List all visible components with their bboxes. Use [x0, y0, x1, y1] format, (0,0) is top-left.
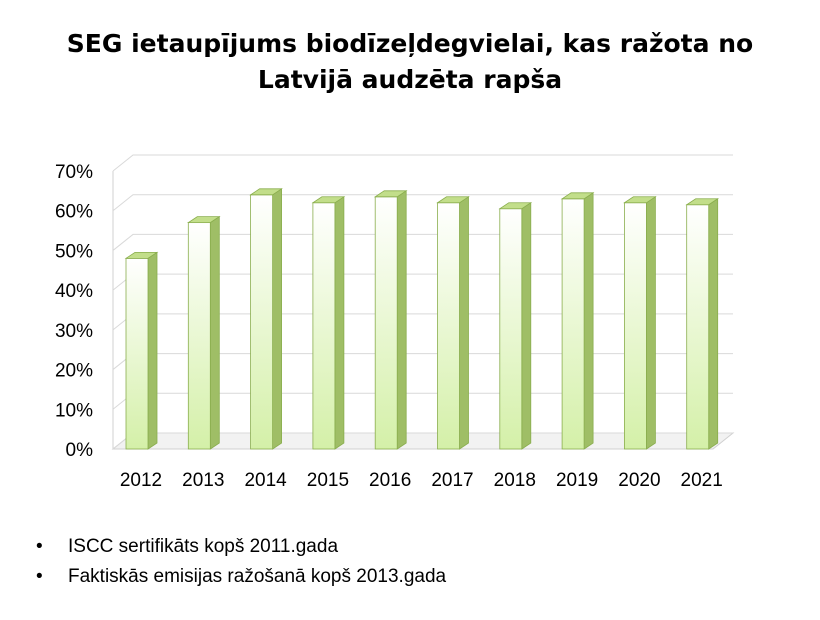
bullet-item: • ISCC sertifikāts kopš 2011.gada [30, 532, 446, 562]
y-axis-tick-label: 40% [55, 281, 93, 302]
slide-title-line-2: Latvijā audzēta rapša [257, 65, 563, 94]
bar-side [521, 201, 532, 450]
bar-top [436, 196, 470, 204]
y-axis-tick-label: 10% [55, 400, 93, 421]
chart-gridline [112, 233, 733, 251]
bar-side [459, 196, 469, 450]
slide-title: SEG ietaupījums biodīzeļdegvielai, kas r… [0, 26, 820, 98]
bar-2018 [498, 201, 533, 450]
bar-2012 [124, 251, 159, 450]
bullet-dot: • [36, 536, 43, 557]
x-axis-tick-labels: 2012 2013 2014 2015 2016 2017 2018 2019 2020 2021 [120, 470, 723, 491]
bar-side [147, 251, 158, 450]
bar-top [560, 192, 595, 200]
bar-side [396, 190, 407, 450]
bar-2015 [311, 196, 346, 450]
bar-front [374, 196, 398, 450]
bar-side [583, 192, 594, 450]
bar-front [624, 202, 647, 450]
x-axis-tick-label: 2013 [182, 470, 224, 491]
bullet-list: • ISCC sertifikāts kopš 2011.gada • Faktisk… [30, 532, 446, 592]
y-axis-tick-label: 20% [55, 361, 93, 382]
bar-top [498, 202, 533, 210]
bar-top [623, 196, 657, 204]
y-axis-tick-labels: 0% 10% 20% 30% 40% 50% 60% 70% [55, 162, 93, 461]
bar-top [311, 196, 346, 204]
bar-side [209, 215, 220, 450]
x-axis-tick-label: 2020 [618, 470, 660, 491]
bar-top [186, 216, 221, 224]
x-axis-tick-label: 2012 [120, 470, 162, 491]
chart-bars [124, 188, 720, 450]
bar-2014 [249, 188, 283, 450]
bar-front [312, 202, 336, 450]
bar-2013 [186, 215, 221, 450]
bar-side [646, 196, 656, 450]
chart-gridline [112, 154, 733, 172]
y-axis-tick-label: 60% [55, 202, 93, 223]
bar-2020 [623, 196, 657, 450]
bullet-dot: • [36, 566, 43, 587]
bar-front [499, 208, 523, 450]
y-axis-tick-label: 70% [55, 162, 93, 183]
chart-gridline [112, 194, 733, 212]
bullet-text: Faktiskās emisijas ražošanā kopš 2013.ga… [68, 566, 447, 587]
bar-2021 [685, 198, 720, 450]
bar-front [561, 198, 585, 450]
x-axis-tick-label: 2014 [244, 470, 287, 491]
bar-front [125, 257, 149, 450]
x-axis-tick-label: 2021 [681, 470, 723, 491]
bar-2017 [436, 196, 470, 450]
bullet-item: • Faktiskās emisijas ražošanā kopš 2013.g… [30, 562, 446, 592]
bar-top [249, 188, 283, 196]
bar-2016 [373, 190, 408, 450]
x-axis-tick-label: 2017 [431, 470, 473, 491]
bar-side [708, 198, 719, 450]
x-axis-tick-label: 2018 [494, 470, 536, 491]
y-axis-tick-label: 30% [55, 321, 93, 342]
bar-2019 [560, 192, 595, 450]
bar-front [187, 222, 211, 450]
bar-front [686, 204, 710, 450]
x-axis-tick-label: 2016 [369, 470, 411, 491]
slide-title-line-1: SEG ietaupījums biodīzeļdegvielai, kas r… [66, 29, 754, 58]
bar-top [685, 198, 720, 206]
bullet-text: ISCC sertifikāts kopš 2011.gada [68, 536, 339, 557]
y-axis-tick-label: 0% [66, 440, 94, 461]
y-axis-tick-label: 50% [55, 241, 93, 262]
bar-side [272, 188, 283, 450]
bar-top [373, 190, 408, 198]
bar-side [334, 196, 345, 450]
bar-front [250, 194, 274, 450]
x-axis-tick-label: 2015 [307, 470, 349, 491]
x-axis-tick-label: 2019 [556, 470, 598, 491]
bar-top [124, 251, 159, 259]
bar-front [437, 202, 460, 450]
